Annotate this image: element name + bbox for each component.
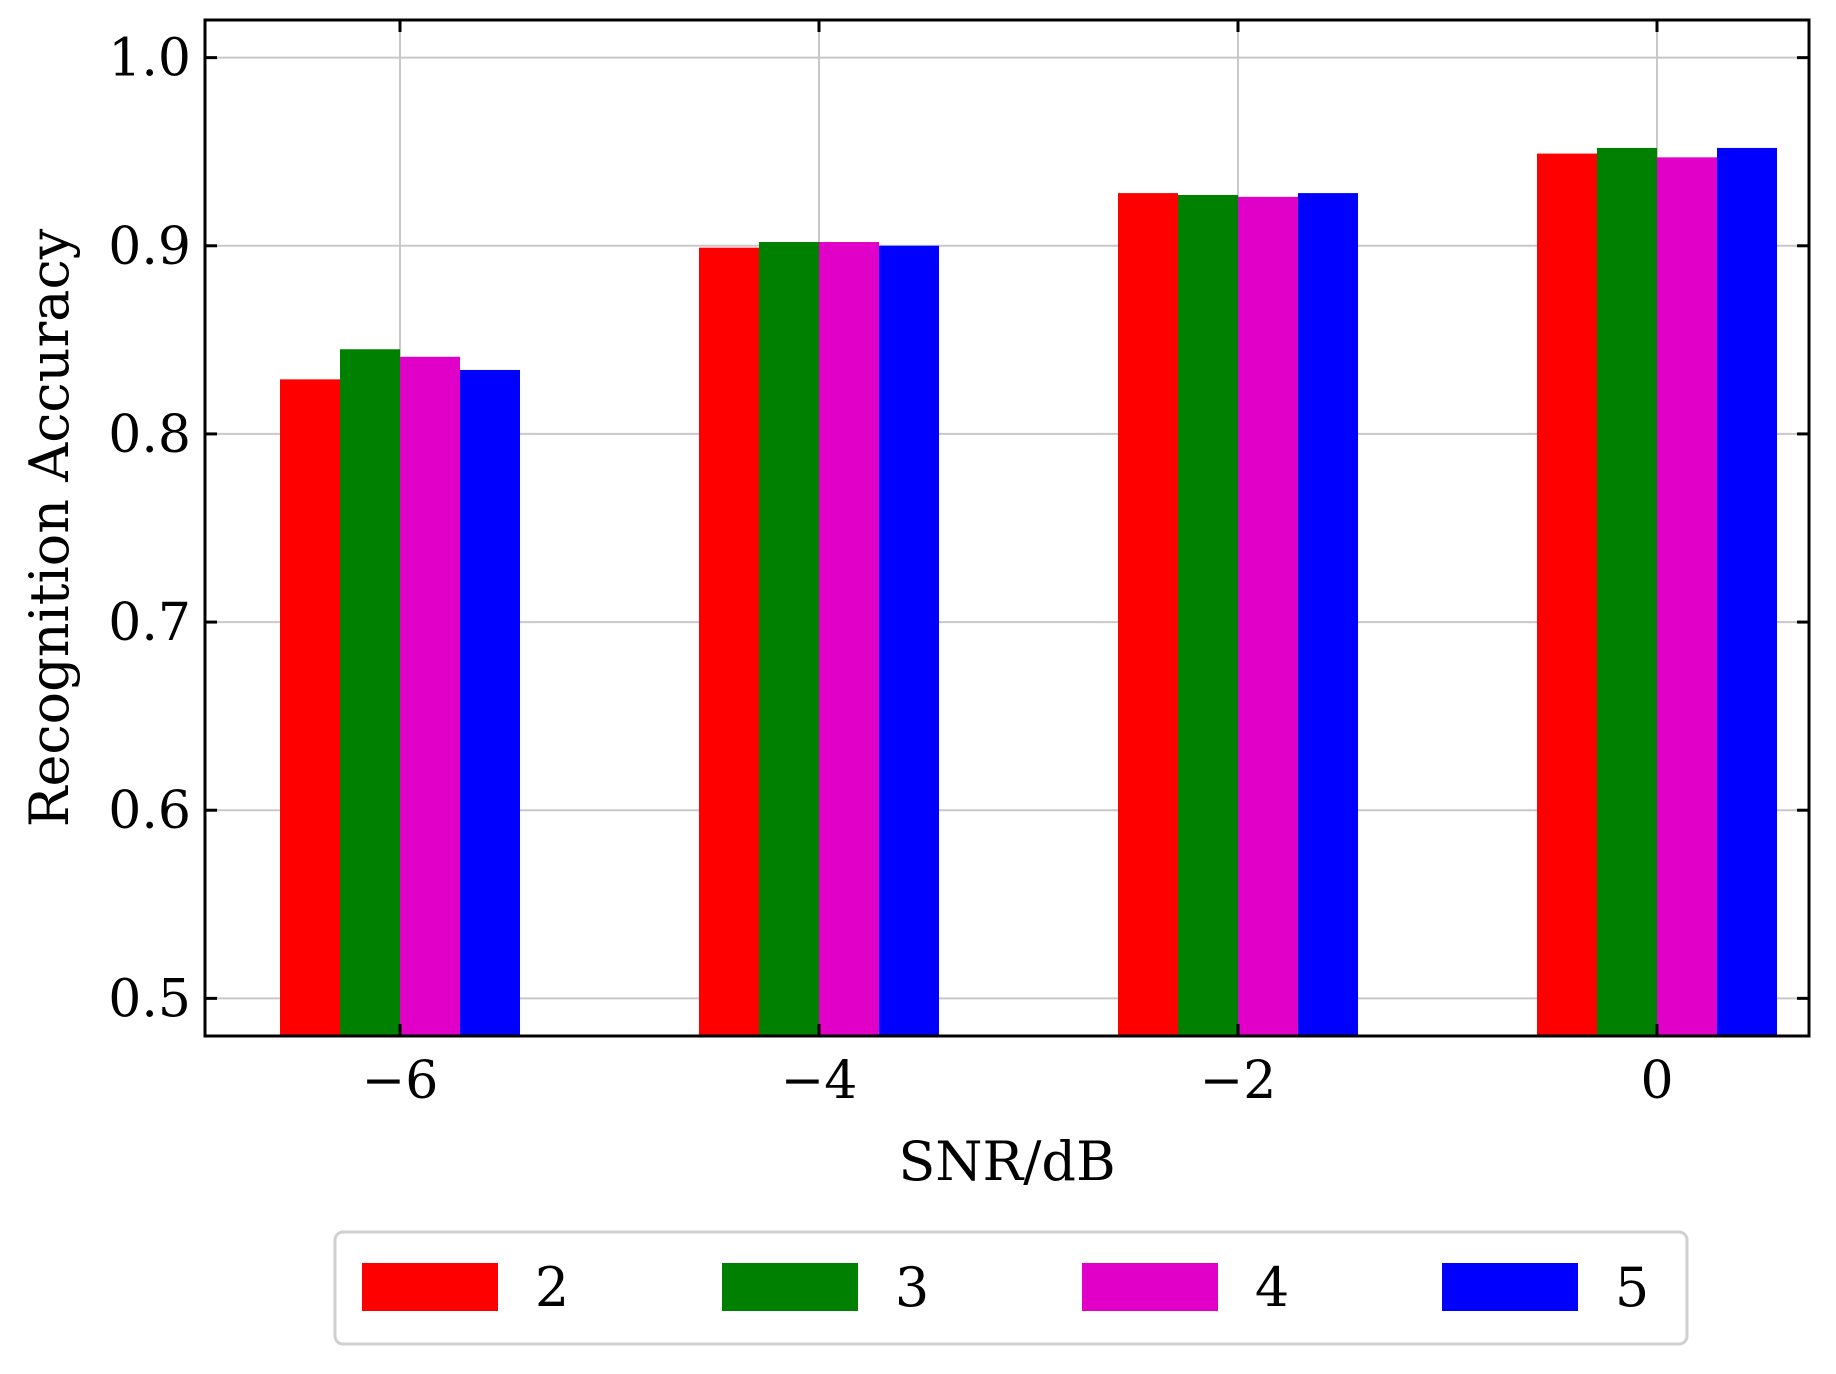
legend-frame: [333, 1230, 1689, 1346]
bar-series-5-cat-2: [1298, 193, 1358, 1036]
bar-series-2-cat-2: [1118, 193, 1178, 1036]
x-axis-label: SNR/dB: [898, 1130, 1115, 1193]
y-tick-label: 0.9: [108, 217, 191, 277]
legend-swatch-5: [1442, 1263, 1578, 1311]
bar-series-5-cat-3: [1717, 147, 1777, 1036]
legend-label-5: 5: [1615, 1256, 1649, 1319]
y-tick-label: 0.7: [108, 593, 191, 653]
bar-series-5-cat-0: [460, 369, 520, 1036]
bar-series-3-cat-2: [1178, 194, 1238, 1036]
legend: 2 3 4 5: [333, 1230, 1689, 1346]
bar-series-3-cat-0: [340, 349, 400, 1036]
legend-swatch-3: [722, 1263, 858, 1311]
x-tick-label: 0: [1640, 1051, 1673, 1111]
x-tick-label: −6: [362, 1051, 439, 1111]
legend-label-4: 4: [1255, 1256, 1289, 1319]
y-ticks: 0.5 0.6 0.7 0.8 0.9 1.0: [108, 29, 1809, 1029]
legend-label-2: 2: [535, 1256, 569, 1319]
legend-items: 2 3 4 5: [362, 1256, 1649, 1319]
y-tick-label: 0.8: [108, 405, 191, 465]
bar-series-2-cat-1: [699, 247, 759, 1037]
x-ticks: −6 −4 −2 0: [362, 20, 1674, 1111]
plot-frame: [203, 18, 1811, 1038]
bar-series-3-cat-1: [759, 242, 819, 1036]
bars-layer: [280, 147, 1777, 1037]
legend-swatch-2: [362, 1263, 498, 1311]
y-tick-label: 0.6: [108, 781, 191, 841]
bar-series-2-cat-0: [280, 379, 340, 1036]
x-tick-label: −4: [781, 1051, 858, 1111]
legend-label-3: 3: [895, 1256, 929, 1319]
bar-series-4-cat-0: [400, 356, 460, 1037]
legend-swatch-4: [1082, 1263, 1218, 1311]
y-axis-label: Recognition Accuracy: [18, 228, 81, 827]
bar-series-4-cat-3: [1657, 157, 1717, 1036]
x-tick-label: −2: [1200, 1051, 1277, 1111]
bar-series-3-cat-3: [1597, 147, 1657, 1036]
y-tick-label: 0.5: [108, 969, 191, 1029]
bar-series-5-cat-1: [879, 245, 939, 1036]
bar-series-4-cat-1: [819, 242, 879, 1036]
bar-series-2-cat-3: [1537, 153, 1597, 1036]
bar-series-4-cat-2: [1238, 196, 1298, 1036]
y-tick-label: 1.0: [108, 29, 191, 89]
